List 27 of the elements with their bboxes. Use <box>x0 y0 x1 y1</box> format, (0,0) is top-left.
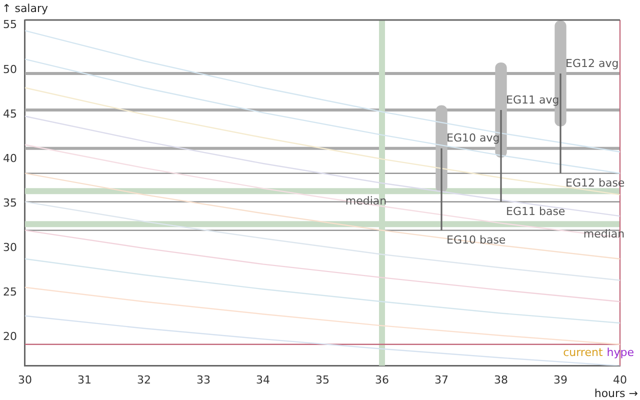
x-tick-label: 36 <box>375 373 389 386</box>
x-tick-label: 39 <box>554 373 568 386</box>
y-tick-label: 30 <box>2 241 17 254</box>
y-tick-label: 40 <box>2 152 17 165</box>
x-tick-label: 32 <box>137 373 151 386</box>
y-tick-label: 20 <box>2 330 17 344</box>
x-tick-label: 33 <box>196 373 210 386</box>
x-tick-label: 35 <box>316 373 330 386</box>
x-tick-label: 34 <box>256 373 270 386</box>
y-tick-label: 45 <box>2 107 17 120</box>
annotation: EG12 avg <box>566 56 619 70</box>
annotation: EG10 avg <box>446 132 500 145</box>
x-tick-label: 30 <box>18 373 32 386</box>
x-axis-title: hours → <box>594 387 638 400</box>
y-tick-label: 35 <box>2 196 17 210</box>
annotation: EG10 base <box>446 234 506 247</box>
y-tick-label: 55 <box>2 18 17 32</box>
y-tick-label: 25 <box>2 286 17 299</box>
x-tick-label: 40 <box>613 373 627 386</box>
y-axis-title: ↑ salary <box>2 2 49 15</box>
y-tick-label: 50 <box>2 62 17 76</box>
x-tick-label: 37 <box>434 373 448 386</box>
annotation: EG11 avg <box>506 93 560 106</box>
x-tick-label: 38 <box>494 373 508 386</box>
annotation: EG11 base <box>506 205 566 218</box>
x-tick-label: 31 <box>77 373 92 386</box>
annotation: current <box>563 346 604 359</box>
